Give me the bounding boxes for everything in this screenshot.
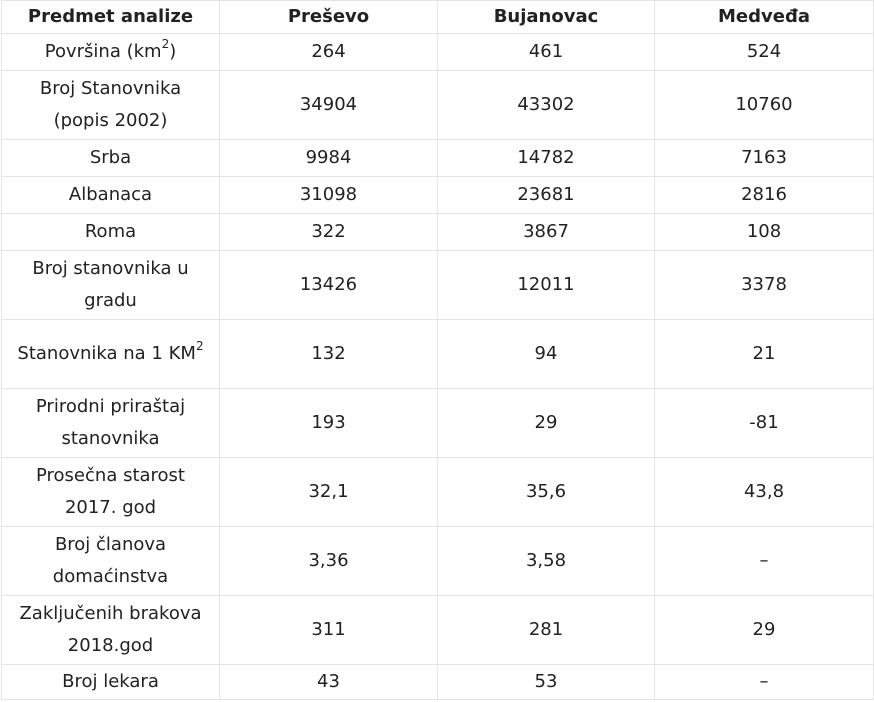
header-bujanovac: Bujanovac xyxy=(437,0,655,34)
table-row: Prosečna starost 2017. god 32,1 35,6 43,… xyxy=(1,457,874,527)
cell-value: 29 xyxy=(437,388,655,458)
cell-value: 461 xyxy=(437,33,655,71)
cell-value: 32,1 xyxy=(219,457,438,527)
row-label: Zaključenih brakova 2018.god xyxy=(1,595,220,665)
row-label: Broj Stanovnika (popis 2002) xyxy=(1,70,220,140)
cell-value: 43,8 xyxy=(654,457,874,527)
row-label: Broj stanovnika u gradu xyxy=(1,250,220,320)
row-label: Albanaca xyxy=(1,176,220,214)
cell-value: 23681 xyxy=(437,176,655,214)
cell-value: 108 xyxy=(654,213,874,251)
cell-value: 14782 xyxy=(437,139,655,177)
table-row: Albanaca 31098 23681 2816 xyxy=(1,176,874,214)
table-row: Broj članova domaćinstva 3,36 3,58 – xyxy=(1,526,874,596)
table-row: Broj Stanovnika (popis 2002) 34904 43302… xyxy=(1,70,874,140)
cell-value: 524 xyxy=(654,33,874,71)
cell-value: 34904 xyxy=(219,70,438,140)
row-label: Broj članova domaćinstva xyxy=(1,526,220,596)
row-label: Broj lekara xyxy=(1,664,220,700)
cell-value: 21 xyxy=(654,319,874,389)
cell-value: 264 xyxy=(219,33,438,71)
cell-value: 3,36 xyxy=(219,526,438,596)
header-presevo: Preševo xyxy=(219,0,438,34)
table-row: Prirodni priraštaj stanovnika 193 29 -81 xyxy=(1,388,874,458)
cell-value: 3378 xyxy=(654,250,874,320)
cell-value: 7163 xyxy=(654,139,874,177)
table-row: Roma 322 3867 108 xyxy=(1,213,874,251)
cell-value: 31098 xyxy=(219,176,438,214)
cell-value: 43302 xyxy=(437,70,655,140)
header-predmet: Predmet analize xyxy=(1,0,220,34)
header-row: Predmet analize Preševo Bujanovac Medveđ… xyxy=(1,0,874,34)
cell-value: 35,6 xyxy=(437,457,655,527)
table-row: Srba 9984 14782 7163 xyxy=(1,139,874,177)
header-medvedja: Medveđa xyxy=(654,0,874,34)
cell-value: 13426 xyxy=(219,250,438,320)
table-row: Broj stanovnika u gradu 13426 12011 3378 xyxy=(1,250,874,320)
cell-value: 311 xyxy=(219,595,438,665)
row-label: Stanovnika na 1 KM2 xyxy=(1,319,220,389)
table-row: Zaključenih brakova 2018.god 311 281 29 xyxy=(1,595,874,665)
row-label: Prosečna starost 2017. god xyxy=(1,457,220,527)
cell-value: 132 xyxy=(219,319,438,389)
cell-value: 94 xyxy=(437,319,655,389)
table-row: Površina (km2) 264 461 524 xyxy=(1,33,874,71)
cell-value: 3,58 xyxy=(437,526,655,596)
cell-value: – xyxy=(654,526,874,596)
cell-value: -81 xyxy=(654,388,874,458)
cell-value: 9984 xyxy=(219,139,438,177)
cell-value: 193 xyxy=(219,388,438,458)
cell-value: 3867 xyxy=(437,213,655,251)
cell-value: 53 xyxy=(437,664,655,700)
cell-value: 2816 xyxy=(654,176,874,214)
row-label: Srba xyxy=(1,139,220,177)
cell-value: 29 xyxy=(654,595,874,665)
cell-value: 10760 xyxy=(654,70,874,140)
table-row: Stanovnika na 1 KM2 132 94 21 xyxy=(1,319,874,389)
cell-value: 43 xyxy=(219,664,438,700)
cell-value: – xyxy=(654,664,874,700)
row-label: Prirodni priraštaj stanovnika xyxy=(1,388,220,458)
cell-value: 12011 xyxy=(437,250,655,320)
row-label: Roma xyxy=(1,213,220,251)
table-row: Broj lekara 43 53 – xyxy=(1,664,874,700)
cell-value: 281 xyxy=(437,595,655,665)
row-label: Površina (km2) xyxy=(1,33,220,71)
cell-value: 322 xyxy=(219,213,438,251)
